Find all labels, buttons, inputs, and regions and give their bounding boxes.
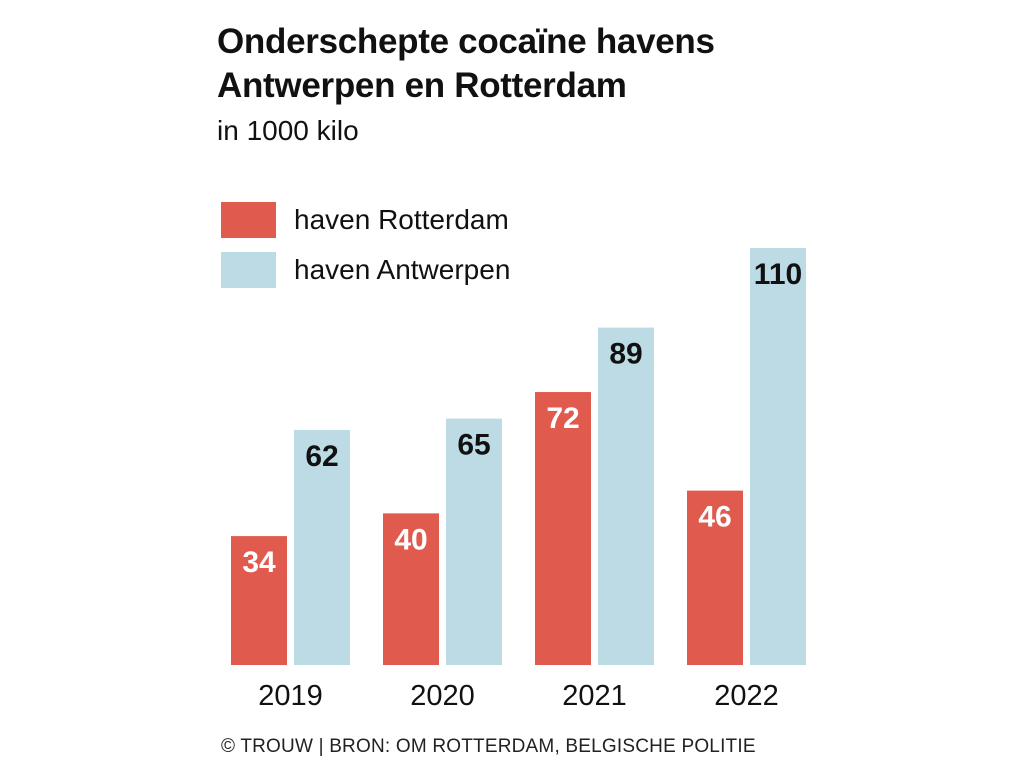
bar-antwerpen-2022	[750, 248, 806, 665]
legend-swatch-rotterdam	[221, 202, 276, 238]
legend-label-rotterdam: haven Rotterdam	[294, 204, 509, 235]
bar-antwerpen-2021	[598, 327, 654, 665]
title-line-1: Onderschepte cocaïne havens	[217, 22, 715, 61]
chart-subtitle: in 1000 kilo	[217, 115, 359, 146]
bar-antwerpen-2019	[294, 429, 350, 665]
data-label-rotterdam-2021: 72	[546, 402, 579, 435]
bar-rotterdam-2019	[231, 536, 287, 665]
data-label-antwerpen-2020: 65	[457, 429, 490, 462]
data-label-antwerpen-2022: 110	[754, 258, 802, 291]
chart-title: Onderschepte cocaïne havens Antwerpen en…	[217, 20, 715, 108]
data-label-rotterdam-2022: 46	[698, 501, 731, 534]
data-label-antwerpen-2021: 89	[609, 338, 642, 371]
x-tick-label-2019: 2019	[258, 680, 323, 712]
legend-item-antwerpen: haven Antwerpen	[221, 252, 510, 288]
data-label-rotterdam-2020: 40	[394, 523, 427, 556]
legend-item-rotterdam: haven Rotterdam	[221, 202, 509, 238]
bar-rotterdam-2021	[535, 392, 591, 665]
legend-label-antwerpen: haven Antwerpen	[294, 254, 511, 285]
source-credit: © TROUW | BRON: OM ROTTERDAM, BELGISCHE …	[221, 736, 756, 757]
data-label-rotterdam-2019: 34	[242, 546, 276, 579]
x-tick-label-2021: 2021	[562, 680, 627, 712]
title-line-2: Antwerpen en Rotterdam	[217, 66, 627, 105]
bar-rotterdam-2022	[687, 490, 743, 665]
bar-antwerpen-2020	[446, 418, 502, 665]
bar-rotterdam-2020	[383, 513, 439, 665]
x-tick-label-2022: 2022	[714, 680, 779, 712]
data-label-antwerpen-2019: 62	[305, 440, 338, 473]
legend-swatch-antwerpen	[221, 252, 276, 288]
x-tick-label-2020: 2020	[410, 680, 475, 712]
